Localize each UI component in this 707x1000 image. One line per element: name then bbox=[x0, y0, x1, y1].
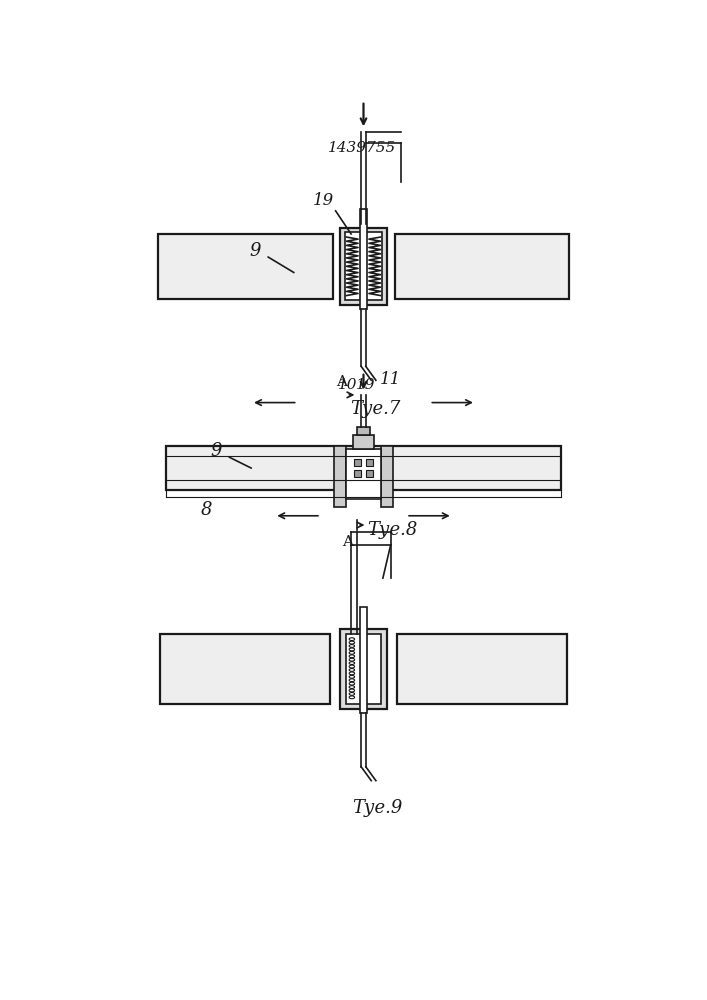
Bar bbox=[395, 234, 569, 299]
Text: 1439755: 1439755 bbox=[328, 141, 396, 155]
Text: 19: 19 bbox=[356, 378, 375, 392]
Bar bbox=[366, 470, 373, 477]
Text: A: A bbox=[337, 375, 347, 389]
Bar bbox=[345, 232, 382, 300]
Bar bbox=[361, 607, 367, 713]
Bar bbox=[356, 427, 370, 435]
Text: Τуе.8: Τуе.8 bbox=[368, 521, 418, 539]
Text: 9: 9 bbox=[250, 242, 261, 260]
Bar bbox=[366, 459, 373, 466]
Text: 11: 11 bbox=[380, 371, 402, 388]
Bar bbox=[380, 446, 393, 507]
Text: Τуе.7: Τуе.7 bbox=[350, 400, 400, 418]
Bar bbox=[158, 234, 332, 299]
Bar bbox=[166, 446, 561, 490]
Bar bbox=[361, 209, 367, 309]
Text: A: A bbox=[342, 535, 354, 549]
Bar bbox=[160, 634, 330, 704]
Text: 9: 9 bbox=[211, 442, 222, 460]
Bar bbox=[340, 228, 387, 305]
Bar bbox=[354, 470, 361, 477]
Text: 8: 8 bbox=[200, 501, 212, 519]
Bar bbox=[334, 446, 346, 507]
Bar bbox=[354, 459, 361, 466]
Bar bbox=[346, 634, 380, 704]
Text: Τуе.9: Τуе.9 bbox=[352, 799, 403, 817]
Bar bbox=[346, 449, 380, 499]
Bar bbox=[397, 634, 567, 704]
Bar bbox=[340, 629, 387, 709]
Bar bbox=[353, 435, 374, 449]
Text: 19: 19 bbox=[312, 192, 334, 209]
Text: 10: 10 bbox=[338, 378, 358, 392]
